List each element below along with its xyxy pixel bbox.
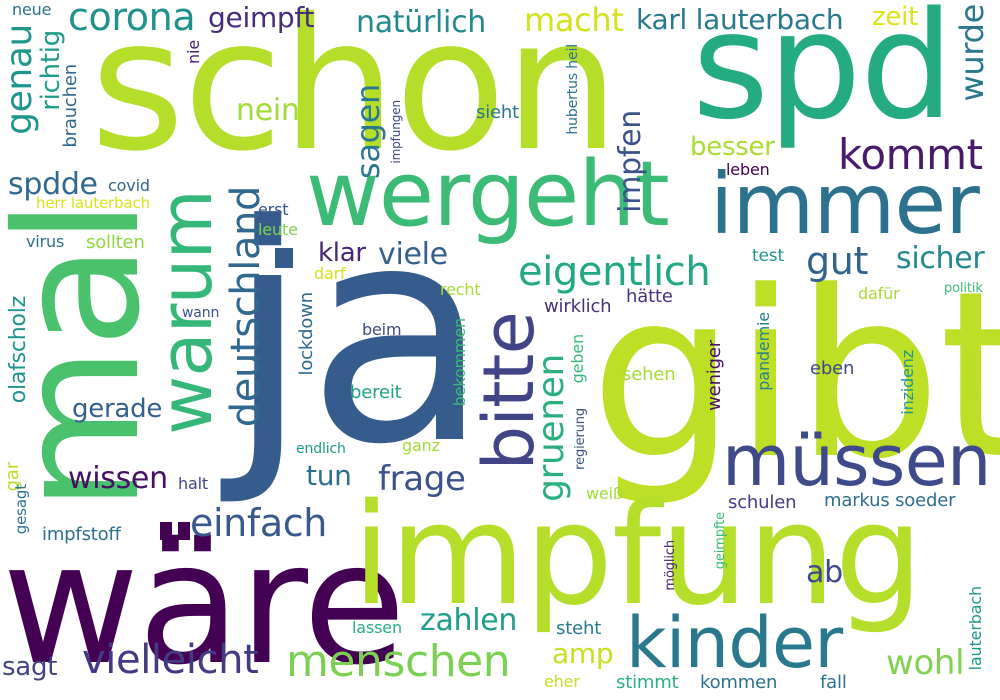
word-gesagt: gesagt: [12, 484, 30, 535]
word-lockdown: lockdown: [296, 292, 317, 376]
word-beim: beim: [362, 320, 402, 339]
word-virus: virus: [26, 232, 65, 251]
word-wergeht: wergeht: [306, 142, 670, 247]
ja-dot-mark: [275, 248, 293, 268]
word-politik: politik: [944, 281, 983, 296]
word-wurde: wurde: [953, 4, 991, 102]
word-natuerlich: natürlich: [356, 5, 486, 40]
word-olafscholz: olafscholz: [6, 296, 31, 404]
word-covid: covid: [108, 176, 150, 195]
word-gut: gut: [806, 239, 868, 283]
word-recht: recht: [440, 280, 481, 299]
word-bereit: bereit: [350, 382, 402, 403]
word-gerade: gerade: [72, 394, 163, 424]
word-gehen: gehen: [960, 350, 979, 400]
word-moeglich: möglich: [663, 540, 678, 591]
word-nein: nein: [236, 93, 300, 128]
word-corona: corona: [68, 0, 196, 39]
word-darf: darf: [314, 264, 346, 283]
word-impfen: impfen: [613, 110, 648, 213]
word-kinder: kinder: [626, 602, 843, 684]
word-vielleicht: vielleicht: [82, 637, 259, 683]
word-spd: spd: [692, 0, 954, 152]
word-eigentlich: eigentlich: [518, 249, 711, 295]
word-amp: amp: [552, 637, 614, 670]
word-lauterbach: lauterbach: [966, 586, 985, 671]
word-besser: besser: [690, 132, 775, 162]
word-viele: viele: [378, 237, 448, 272]
word-inzidenz: inzidenz: [898, 350, 917, 415]
word-endlich: endlich: [296, 441, 346, 457]
word-eher: eher: [544, 672, 580, 691]
word-sagen: sagen: [349, 84, 387, 179]
word-ganz: ganz: [402, 436, 440, 455]
word-frage: frage: [378, 459, 466, 499]
word-halt: halt: [178, 474, 209, 493]
word-herr-lauterbach: herr lauterbach: [36, 194, 150, 212]
word-spdde: spdde: [8, 167, 98, 202]
word-geben: geben: [568, 334, 587, 384]
word-wirklich: wirklich: [544, 296, 612, 317]
word-pandemie: pandemie: [754, 312, 773, 391]
word-zeit: zeit: [872, 2, 919, 32]
word-stimmt: stimmt: [616, 672, 679, 693]
word-klar: klar: [318, 238, 366, 268]
word-sollten: sollten: [86, 232, 145, 253]
word-macht: macht: [524, 1, 624, 39]
word-ja: ja: [226, 161, 490, 510]
word-neue: neue: [12, 0, 52, 19]
word-gibt: gibt: [590, 243, 1000, 510]
word-test: test: [752, 246, 784, 266]
word-zahlen: zahlen: [420, 603, 518, 638]
word-tun: tun: [306, 459, 352, 492]
word-wissen: wissen: [68, 461, 168, 496]
word-waere: wäre: [2, 506, 406, 700]
word-wann: wann: [182, 305, 220, 321]
word-geimpft: geimpft: [208, 1, 315, 34]
word-dafuer: dafür: [858, 284, 900, 303]
word-immer: immer: [710, 155, 980, 253]
word-kommt: kommt: [838, 130, 983, 179]
word-hubertus-heil: hubertus heil: [565, 44, 581, 135]
word-muessen: müssen: [722, 420, 991, 502]
word-erst: erst: [258, 200, 289, 219]
word-steht: steht: [556, 618, 602, 639]
word-weniger: weniger: [704, 340, 725, 411]
word-brauchen: brauchen: [60, 64, 81, 148]
word-regierung: regierung: [573, 408, 588, 470]
word-nie: nie: [184, 40, 203, 64]
word-kommen: kommen: [700, 672, 778, 693]
word-fall: fall: [820, 672, 847, 693]
word-sieht: sieht: [476, 102, 520, 123]
word-impfstoff: impfstoff: [42, 524, 121, 545]
word-einfach: einfach: [190, 501, 328, 545]
word-sicher: sicher: [896, 241, 985, 276]
word-eben: eben: [810, 358, 855, 379]
word-impfungen: impfungen: [389, 100, 403, 164]
word-leben: leben: [726, 160, 770, 179]
word-gruenen: gruenen: [531, 354, 572, 502]
word-lassen: lassen: [352, 618, 402, 637]
word-bekommen: bekommen: [450, 318, 469, 407]
word-weiss: weiß: [586, 484, 623, 503]
word-sehen: sehen: [622, 364, 676, 385]
word-leute: leute: [258, 220, 298, 239]
word-ab: ab: [806, 555, 843, 590]
word-sagt: sagt: [2, 652, 58, 682]
word-geimpfte: geimpfte: [713, 512, 728, 570]
word-impfung: impfung: [352, 474, 923, 637]
word-karl-lauterbach: karl lauterbach: [636, 3, 844, 36]
punctuation-mark-2: [178, 522, 190, 540]
word-schon: schon: [90, 0, 620, 191]
word-markus-soeder: markus soeder: [824, 490, 956, 511]
word-genau: genau: [0, 24, 40, 135]
punctuation-mark-1: [160, 522, 172, 540]
word-wohl: wohl: [886, 643, 965, 683]
word-haette: hätte: [626, 286, 673, 307]
word-schulen: schulen: [728, 492, 797, 513]
word-menschen: menschen: [286, 636, 511, 687]
